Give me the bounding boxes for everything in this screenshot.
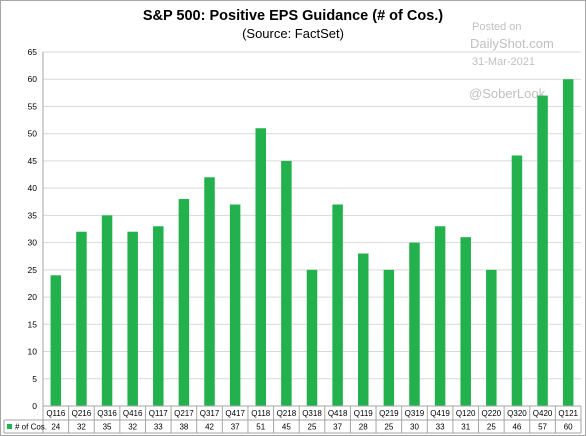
- y-tick-label: 45: [28, 156, 38, 166]
- y-tick-label: 55: [28, 101, 38, 111]
- x-tick-label: Q117: [149, 409, 169, 418]
- bar: [229, 204, 241, 406]
- bar: [383, 269, 395, 406]
- bar: [153, 226, 164, 406]
- y-tick-label: 60: [28, 74, 38, 84]
- y-tick-label: 20: [28, 292, 38, 302]
- data-value-label: 24: [51, 423, 60, 432]
- bar: [460, 237, 471, 406]
- data-value-label: 60: [564, 423, 573, 432]
- x-tick-label: Q316: [97, 409, 117, 418]
- data-value-label: 35: [103, 423, 112, 432]
- bar: [255, 128, 267, 406]
- y-tick-label: 65: [28, 47, 38, 57]
- bar: [178, 199, 190, 406]
- x-tick-label: Q317: [200, 409, 220, 418]
- bar: [332, 204, 343, 406]
- bar: [306, 269, 318, 406]
- x-tick-label: Q119: [354, 409, 374, 418]
- data-value-label: 25: [308, 423, 317, 432]
- x-tick-label: Q416: [123, 409, 143, 418]
- x-tick-label: Q217: [174, 409, 194, 418]
- watermark-handle: @SoberLook: [469, 86, 546, 101]
- data-value-label: 30: [410, 423, 419, 432]
- x-tick-label: Q219: [379, 409, 399, 418]
- x-tick-label: Q121: [558, 409, 578, 418]
- y-tick-label: 0: [32, 401, 37, 411]
- bar: [486, 269, 497, 406]
- data-value-label: 37: [231, 423, 240, 432]
- x-tick-label: Q216: [72, 409, 92, 418]
- data-value-label: 32: [77, 423, 86, 432]
- data-value-label: 28: [359, 423, 368, 432]
- y-tick-label: 35: [28, 210, 38, 220]
- y-tick-label: 10: [28, 347, 38, 357]
- data-value-label: 38: [179, 423, 188, 432]
- y-tick-label: 30: [28, 238, 38, 248]
- x-tick-label: Q120: [456, 409, 476, 418]
- x-tick-label: Q116: [46, 409, 66, 418]
- data-value-label: 33: [154, 423, 163, 432]
- y-tick-label: 40: [28, 183, 38, 193]
- x-tick-label: Q320: [507, 409, 527, 418]
- legend-label: # of Cos.: [15, 423, 47, 432]
- x-tick-label: Q419: [430, 409, 450, 418]
- bar: [50, 275, 62, 406]
- bar: [537, 95, 548, 407]
- x-tick-label: Q318: [302, 409, 322, 418]
- data-value-label: 31: [461, 423, 470, 432]
- y-tick-label: 5: [32, 374, 37, 384]
- data-value-label: 42: [205, 423, 214, 432]
- bar: [281, 160, 292, 406]
- bar: [101, 215, 113, 406]
- data-value-label: 46: [512, 423, 521, 432]
- data-value-label: 32: [128, 423, 137, 432]
- x-tick-label: Q418: [328, 409, 348, 418]
- x-tick-label: Q118: [251, 409, 271, 418]
- bar: [204, 177, 215, 406]
- y-tick-label: 15: [28, 319, 38, 329]
- legend-key: [7, 424, 12, 429]
- y-tick-label: 50: [28, 129, 38, 139]
- y-tick-label: 25: [28, 265, 38, 275]
- bar: [409, 242, 420, 406]
- bar: [511, 155, 523, 406]
- data-value-label: 37: [333, 423, 342, 432]
- bar: [434, 226, 446, 406]
- bar: [76, 231, 87, 406]
- bar: [357, 253, 369, 406]
- data-value-label: 33: [436, 423, 445, 432]
- data-value-label: 57: [538, 423, 547, 432]
- watermark-posted: Posted on: [472, 21, 522, 33]
- x-tick-label: Q417: [225, 409, 245, 418]
- watermark-site: DailyShot.com: [470, 36, 554, 51]
- x-tick-label: Q218: [277, 409, 297, 418]
- data-value-label: 45: [282, 423, 291, 432]
- x-tick-label: Q319: [405, 409, 425, 418]
- chart-subtitle: (Source: FactSet): [242, 26, 344, 41]
- x-tick-label: Q220: [482, 409, 502, 418]
- bar: [562, 79, 574, 406]
- x-tick-label: Q420: [533, 409, 553, 418]
- data-value-label: 25: [384, 423, 393, 432]
- chart-title: S&P 500: Positive EPS Guidance (# of Cos…: [142, 8, 444, 24]
- bar: [127, 231, 138, 406]
- data-value-label: 51: [256, 423, 265, 432]
- watermark-date: 31-Mar-2021: [472, 56, 535, 68]
- data-value-label: 25: [487, 423, 496, 432]
